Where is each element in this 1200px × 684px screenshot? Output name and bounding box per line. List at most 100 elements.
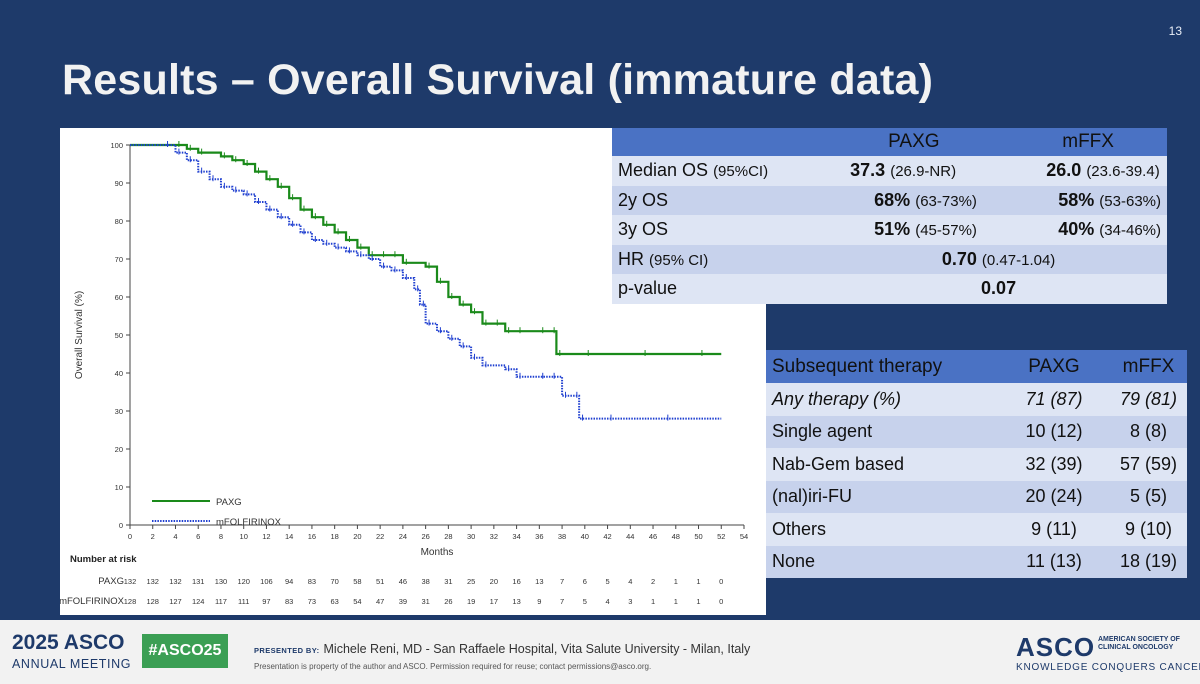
x-tick-label: 44: [626, 532, 634, 541]
y-tick-label: 40: [115, 369, 123, 378]
risk-value: 2: [651, 577, 655, 586]
os-row-hr: HR (95% CI) 0.70 (0.47-1.04): [612, 244, 1167, 274]
hashtag-badge: #ASCO25: [142, 634, 228, 668]
subsequent-therapy-table: Subsequent therapy PAXG mFFX Any therapy…: [766, 350, 1187, 578]
risk-value: 13: [512, 597, 520, 606]
os-row-3y: 3y OS 51% (45-57%) 40% (34-46%): [612, 215, 1167, 245]
sub-row-label: Nab-Gem based: [772, 453, 905, 474]
x-tick-label: 30: [467, 532, 475, 541]
os-paxg-ci: (63-73%): [915, 192, 977, 210]
os-header-blank: [612, 128, 830, 156]
x-tick-label: 8: [219, 532, 223, 541]
risk-value: 13: [535, 577, 543, 586]
risk-value: 1: [696, 597, 700, 606]
hr-label-small: (95% CI): [649, 251, 709, 269]
sub-row-label: Others: [772, 518, 827, 539]
sub-row-mffx: 79 (81): [1119, 388, 1178, 409]
x-tick-label: 38: [558, 532, 566, 541]
x-tick-label: 16: [308, 532, 316, 541]
x-tick-label: 52: [717, 532, 725, 541]
risk-value: 117: [215, 597, 227, 606]
os-mffx-ci: (34-46%): [1099, 222, 1161, 240]
footer: 2025 ASCO ANNUAL MEETING #ASCO25 PRESENT…: [0, 620, 1200, 684]
os-table-header: PAXG mFFX: [612, 128, 1167, 156]
y-tick-label: 60: [115, 293, 123, 302]
y-tick-label: 100: [110, 141, 123, 150]
sub-row-paxg: 10 (12): [1025, 421, 1083, 442]
x-tick-label: 18: [330, 532, 338, 541]
risk-value: 7: [560, 597, 564, 606]
sub-row: Nab-Gem based 32 (39) 57 (59): [766, 448, 1187, 481]
sub-row: Others 9 (11) 9 (10): [766, 513, 1187, 546]
asco-tagline: KNOWLEDGE CONQUERS CANCER: [1016, 662, 1200, 673]
series-line-paxg: [130, 143, 722, 356]
os-row-median: Median OS (95%CI) 37.3 (26.9-NR) 26.0 (2…: [612, 156, 1167, 186]
risk-value: 16: [512, 577, 520, 586]
risk-value: 127: [169, 597, 182, 606]
presented-by-label: PRESENTED BY:: [254, 646, 320, 655]
sub-row-mffx: 57 (59): [1119, 453, 1178, 474]
y-tick-label: 80: [115, 217, 123, 226]
sub-row-paxg: 11 (13): [1026, 551, 1082, 572]
copyright-note: Presentation is property of the author a…: [254, 662, 652, 671]
pvalue-value: 0.07: [981, 278, 1017, 299]
os-paxg-value: 51%: [874, 219, 911, 240]
risk-value: 131: [192, 577, 205, 586]
risk-value: 0: [719, 577, 723, 586]
risk-value: 106: [260, 577, 273, 586]
asco-society-name: AMERICAN SOCIETY OF CLINICAL ONCOLOGY: [1098, 636, 1180, 651]
sub-row-paxg: 9 (11): [1031, 518, 1077, 539]
risk-value: 7: [560, 577, 564, 586]
os-table: PAXG mFFX Median OS (95%CI) 37.3 (26.9-N…: [612, 128, 1167, 304]
risk-value: 5: [605, 577, 609, 586]
os-mffx-value: 40%: [1058, 219, 1095, 240]
risk-value: 25: [467, 577, 475, 586]
sub-header-therapy: Subsequent therapy: [772, 355, 943, 377]
risk-value: 132: [146, 577, 159, 586]
y-tick-label: 10: [115, 483, 123, 492]
hr-ci: (0.47-1.04): [981, 251, 1056, 269]
risk-value: 97: [262, 597, 270, 606]
risk-value: 54: [353, 597, 361, 606]
x-tick-label: 0: [128, 532, 132, 541]
risk-table-title: Number at risk: [70, 554, 137, 565]
risk-value: 6: [583, 577, 587, 586]
hr-label: HR: [618, 248, 644, 269]
x-tick-label: 24: [399, 532, 407, 541]
risk-value: 1: [674, 597, 678, 606]
y-tick-label: 90: [115, 179, 123, 188]
y-axis-label: Overall Survival (%): [74, 291, 85, 379]
presenter-name: Michele Reni, MD - San Raffaele Hospital…: [323, 642, 751, 656]
x-axis-label: Months: [421, 547, 454, 558]
x-tick-label: 50: [694, 532, 702, 541]
x-tick-label: 54: [740, 532, 748, 541]
slide-title: Results – Overall Survival (immature dat…: [62, 56, 934, 104]
os-header-mffx: mFFX: [1062, 131, 1114, 152]
risk-value: 26: [444, 597, 452, 606]
risk-value: 20: [490, 577, 498, 586]
page-number: 13: [1168, 24, 1182, 38]
x-tick-label: 46: [649, 532, 657, 541]
pvalue-label: p-value: [618, 278, 678, 299]
risk-value: 31: [421, 597, 429, 606]
sub-row-label: Single agent: [772, 421, 873, 442]
risk-value: 51: [376, 577, 384, 586]
x-tick-label: 4: [173, 532, 177, 541]
risk-value: 83: [285, 597, 293, 606]
risk-value: 38: [421, 577, 429, 586]
os-header-paxg: PAXG: [888, 131, 940, 152]
sub-row-paxg: 71 (87): [1025, 388, 1083, 409]
x-tick-label: 2: [151, 532, 155, 541]
sub-table-header: Subsequent therapy PAXG mFFX: [766, 350, 1187, 383]
risk-row-label: mFOLFIRINOX: [60, 596, 125, 607]
risk-value: 9: [537, 597, 541, 606]
x-tick-label: 32: [490, 532, 498, 541]
x-tick-label: 26: [421, 532, 429, 541]
km-chart: 0 2 4 6 8 10 12 14 16 18 20 22 24 26 28 30 32 34 36 38 40 42 4…: [60, 141, 748, 607]
sub-row-mffx: 8 (8): [1129, 421, 1167, 442]
annual-meeting-label: ANNUAL MEETING: [12, 657, 132, 671]
risk-value: 4: [628, 577, 632, 586]
sub-row-mffx: 5 (5): [1129, 486, 1167, 507]
risk-value: 128: [124, 597, 137, 606]
x-tick-label: 12: [262, 532, 270, 541]
